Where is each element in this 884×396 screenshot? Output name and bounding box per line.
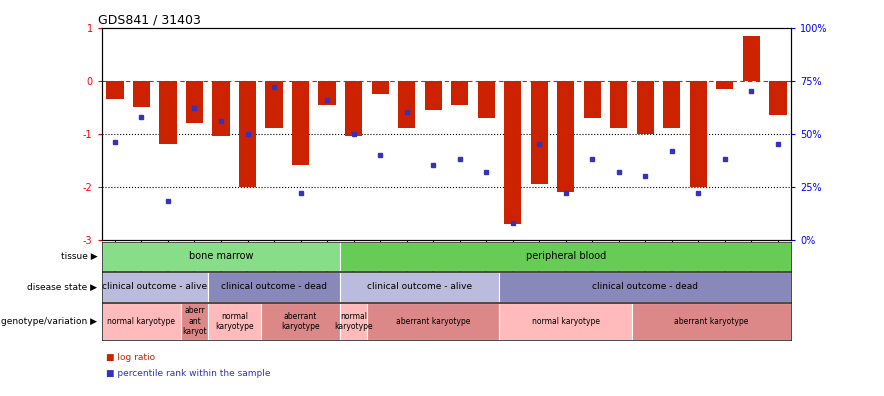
Bar xyxy=(181,303,208,340)
Bar xyxy=(133,81,150,107)
Bar xyxy=(504,81,522,224)
Bar xyxy=(716,81,734,89)
Text: normal karyotype: normal karyotype xyxy=(532,317,599,326)
Bar xyxy=(743,36,760,81)
Bar xyxy=(424,81,442,110)
Bar xyxy=(102,303,181,340)
Bar xyxy=(340,303,367,340)
Bar xyxy=(212,81,230,136)
Text: aberrant karyotype: aberrant karyotype xyxy=(396,317,470,326)
Bar xyxy=(265,81,283,128)
Bar xyxy=(106,81,124,99)
Text: clinical outcome - alive: clinical outcome - alive xyxy=(368,282,472,291)
Bar xyxy=(530,81,548,184)
Bar xyxy=(610,81,628,128)
Bar xyxy=(345,81,362,136)
Bar xyxy=(632,303,791,340)
Bar xyxy=(208,303,261,340)
Bar xyxy=(636,81,654,133)
Bar xyxy=(367,303,499,340)
Bar xyxy=(239,81,256,187)
Text: GDS841 / 31403: GDS841 / 31403 xyxy=(98,13,201,27)
Text: peripheral blood: peripheral blood xyxy=(526,251,606,261)
Bar xyxy=(769,81,787,115)
Text: aberrant
karyotype: aberrant karyotype xyxy=(281,312,320,331)
Text: tissue ▶: tissue ▶ xyxy=(61,252,97,261)
Bar xyxy=(292,81,309,166)
Text: aberrant karyotype: aberrant karyotype xyxy=(674,317,749,326)
Bar xyxy=(663,81,681,128)
Bar xyxy=(499,272,791,302)
Bar xyxy=(340,272,499,302)
Text: ■ log ratio: ■ log ratio xyxy=(106,354,156,362)
Text: ■ percentile rank within the sample: ■ percentile rank within the sample xyxy=(106,369,271,378)
Bar xyxy=(499,303,632,340)
Text: clinical outcome - alive: clinical outcome - alive xyxy=(103,282,207,291)
Bar xyxy=(186,81,203,123)
Text: clinical outcome - dead: clinical outcome - dead xyxy=(592,282,698,291)
Text: clinical outcome - dead: clinical outcome - dead xyxy=(221,282,327,291)
Bar xyxy=(371,81,389,94)
Text: normal
karyotype: normal karyotype xyxy=(215,312,254,331)
Bar xyxy=(557,81,575,192)
Text: genotype/variation ▶: genotype/variation ▶ xyxy=(1,317,97,326)
Bar xyxy=(340,242,791,271)
Bar xyxy=(398,81,415,128)
Bar xyxy=(208,272,340,302)
Bar xyxy=(451,81,469,105)
Bar xyxy=(261,303,340,340)
Bar xyxy=(102,242,340,271)
Text: disease state ▶: disease state ▶ xyxy=(27,282,97,291)
Bar xyxy=(159,81,177,144)
Text: normal karyotype: normal karyotype xyxy=(108,317,175,326)
Text: bone marrow: bone marrow xyxy=(189,251,253,261)
Text: normal
karyotype: normal karyotype xyxy=(334,312,373,331)
Bar xyxy=(477,81,495,118)
Text: aberr
ant
karyot: aberr ant karyot xyxy=(182,307,207,336)
Bar xyxy=(318,81,336,105)
Bar xyxy=(690,81,707,187)
Bar xyxy=(102,272,208,302)
Bar xyxy=(583,81,601,118)
